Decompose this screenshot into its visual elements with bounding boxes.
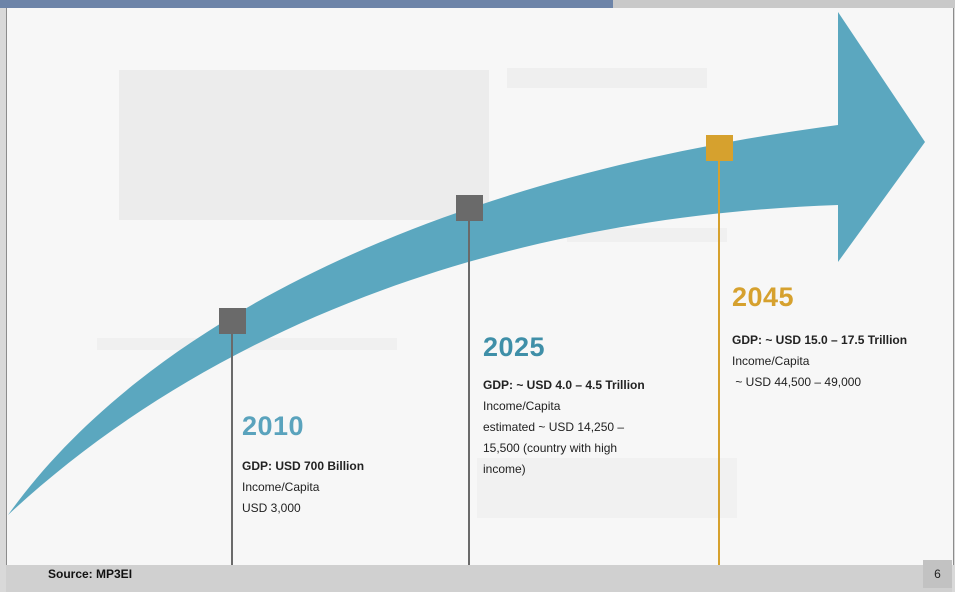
milestone-info-2010: GDP: USD 700 Billion Income/Capita USD 3… — [242, 456, 364, 519]
slide — [6, 8, 954, 565]
milestone-year-2010: 2010 — [242, 411, 305, 441]
milestone-gdp-2045: GDP: ~ USD 15.0 – 17.5 Trillion — [732, 333, 908, 347]
milestone-detail: estimated ~ USD 14,250 – — [483, 420, 625, 434]
milestone-marker-2025 — [456, 195, 483, 221]
milestone-detail: ~ USD 44,500 – 49,000 — [732, 375, 862, 389]
milestone-gdp-2025: GDP: ~ USD 4.0 – 4.5 Trillion — [483, 378, 645, 392]
milestone-gdp-2010: GDP: USD 700 Billion — [242, 459, 365, 473]
milestone-marker-2010 — [219, 308, 246, 334]
source-label: Source: MP3EI — [48, 567, 133, 581]
page-number: 6 — [923, 560, 952, 588]
milestone-detail: Income/Capita — [242, 480, 320, 494]
milestone-line-2045 — [718, 145, 720, 565]
background-ghost-block — [477, 458, 737, 518]
background-ghost-block — [119, 70, 489, 220]
milestone-detail: Income/Capita — [732, 354, 810, 368]
milestone-info-2025: GDP: ~ USD 4.0 – 4.5 Trillion Income/Cap… — [483, 375, 645, 480]
background-ghost-block — [507, 68, 707, 88]
title-bar-accent — [0, 0, 613, 8]
milestone-detail: 15,500 (country with high — [483, 441, 618, 455]
milestone-detail: income) — [483, 462, 526, 476]
milestone-year-2025: 2025 — [483, 332, 546, 362]
background-ghost-block — [567, 228, 727, 242]
milestone-year-2045: 2045 — [732, 282, 795, 312]
title-bar-right — [613, 0, 955, 8]
milestone-detail: USD 3,000 — [242, 501, 301, 515]
milestone-line-2010 — [231, 320, 233, 565]
milestone-detail: Income/Capita — [483, 399, 561, 413]
milestone-info-2045: GDP: ~ USD 15.0 – 17.5 Trillion Income/C… — [732, 330, 907, 393]
milestone-marker-2045 — [706, 135, 733, 161]
milestone-line-2025 — [468, 205, 470, 565]
footer-bar — [6, 565, 952, 592]
growth-arrow-shape — [8, 12, 925, 515]
